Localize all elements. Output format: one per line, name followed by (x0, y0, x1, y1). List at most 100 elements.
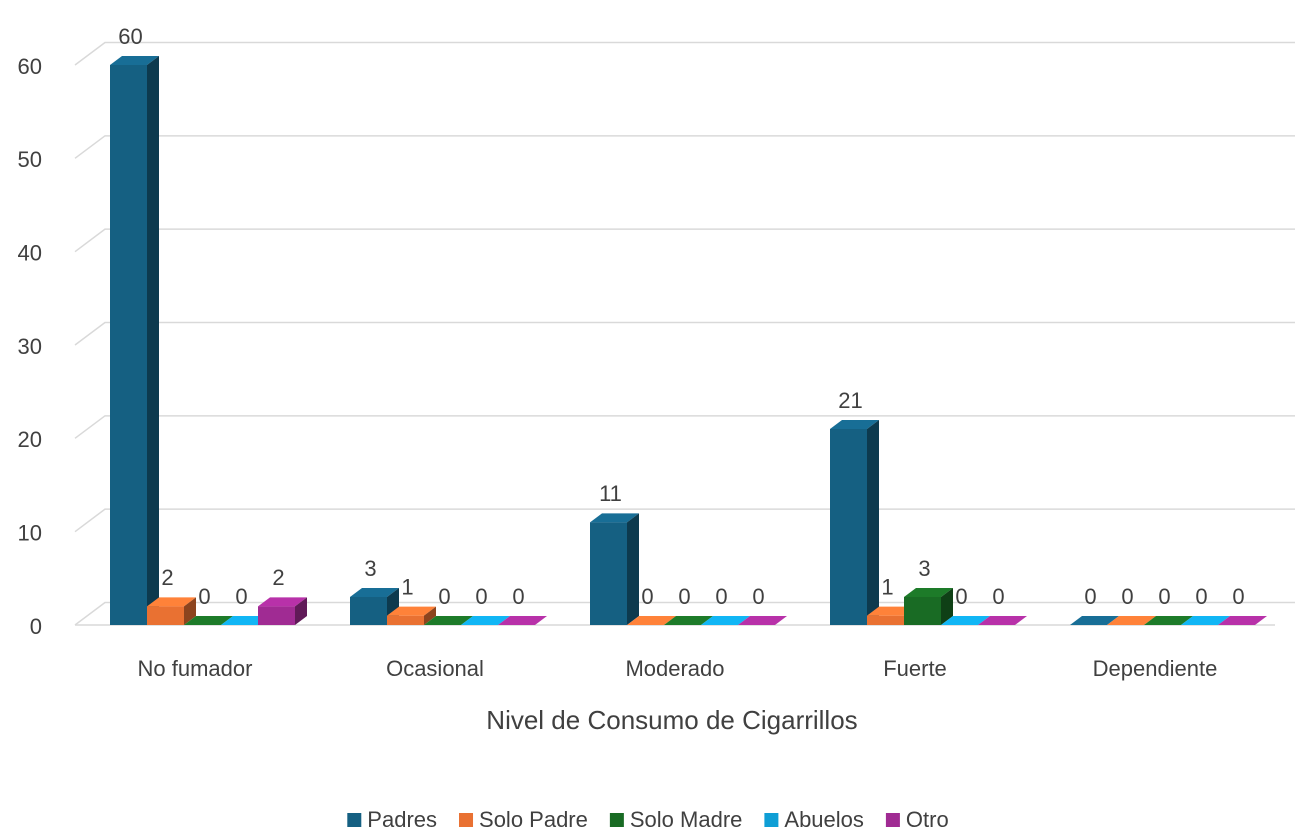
y-tick-label: 0 (30, 614, 42, 639)
bar-top (350, 588, 399, 597)
bar (941, 616, 990, 625)
bar-top (184, 616, 233, 625)
bar-top (1218, 616, 1267, 625)
x-tick-label: No fumador (138, 656, 253, 681)
data-label: 60 (118, 24, 142, 49)
bar-top (830, 420, 879, 429)
data-label: 0 (438, 584, 450, 609)
bar (978, 616, 1027, 625)
data-label: 0 (1158, 584, 1170, 609)
bar-top (978, 616, 1027, 625)
bar-top (147, 597, 196, 607)
bar-front (904, 597, 941, 625)
y-tick-label: 50 (18, 147, 42, 172)
bar-top (1181, 616, 1230, 625)
legend-label: Solo Padre (479, 807, 588, 832)
bar-side (941, 588, 953, 625)
bar-top (1070, 616, 1119, 625)
bar (461, 616, 510, 625)
bar (498, 616, 547, 625)
data-label: 0 (1121, 584, 1133, 609)
bar (1218, 616, 1267, 625)
bar-front (350, 597, 387, 625)
bar-front (147, 606, 184, 625)
grid-line (74, 41, 1295, 66)
y-tick-label: 20 (18, 427, 42, 452)
x-tick-label: Ocasional (386, 656, 484, 681)
data-label: 0 (955, 584, 967, 609)
bar-top (590, 513, 639, 523)
data-label: 0 (641, 584, 653, 609)
bar-top (904, 588, 953, 597)
bar-front (590, 522, 627, 625)
legend-swatch (764, 813, 779, 827)
data-label: 0 (752, 584, 764, 609)
bar-top (738, 616, 787, 625)
bar (701, 616, 750, 625)
bar-top (627, 616, 676, 625)
data-label: 0 (198, 584, 210, 609)
grid-line (74, 321, 1295, 346)
bar (147, 597, 196, 625)
bar-top (941, 616, 990, 625)
data-label: 11 (599, 481, 622, 506)
bar-front (110, 65, 147, 625)
data-label: 0 (512, 584, 524, 609)
bar-top (221, 616, 270, 625)
bar (424, 616, 473, 625)
data-label: 0 (1195, 584, 1207, 609)
bar-front (867, 615, 904, 625)
bar-front (830, 429, 867, 625)
bar (664, 616, 713, 625)
legend-swatch (609, 813, 624, 827)
bar-top (1107, 616, 1156, 625)
grid-line (74, 135, 1295, 159)
grid-line (74, 508, 1295, 533)
y-tick-label: 30 (18, 334, 42, 359)
bar (184, 616, 233, 625)
bar (387, 606, 436, 625)
data-label: 0 (715, 584, 727, 609)
bar-side (295, 597, 307, 625)
y-tick-label: 40 (18, 240, 42, 265)
y-tick-label: 10 (18, 520, 42, 545)
bar-side (424, 606, 436, 625)
x-tick-label: Dependiente (1093, 656, 1218, 681)
legend-swatch (459, 813, 474, 827)
data-label: 3 (364, 556, 376, 581)
legend-swatch (885, 813, 900, 827)
bar (350, 588, 399, 625)
legend-label: Otro (906, 807, 949, 832)
bar (904, 588, 953, 625)
x-axis-title: Nivel de Consumo de Cigarrillos (486, 705, 857, 735)
bar-top (498, 616, 547, 625)
bar-side (147, 56, 159, 625)
bar-side (867, 420, 879, 625)
data-label: 0 (1232, 584, 1244, 609)
data-label: 21 (838, 388, 862, 413)
data-label: 0 (1084, 584, 1096, 609)
legend-item: Padres (347, 807, 437, 832)
legend-item: Otro (885, 807, 949, 832)
bar-top (664, 616, 713, 625)
legend-item: Abuelos (764, 807, 864, 832)
bar-top (701, 616, 750, 625)
bar (627, 616, 676, 625)
bar-top (258, 597, 307, 607)
bar (830, 420, 879, 625)
data-label: 1 (401, 574, 413, 599)
data-label: 0 (475, 584, 487, 609)
data-label: 0 (992, 584, 1004, 609)
bar-side (184, 597, 196, 625)
bar-top (110, 56, 159, 65)
bar (258, 597, 307, 625)
bar (221, 616, 270, 625)
data-label: 0 (235, 584, 247, 609)
bar (1181, 616, 1230, 625)
bar-top (867, 606, 916, 616)
data-label: 2 (161, 565, 173, 590)
legend-swatch (347, 813, 362, 827)
bar-side (627, 513, 639, 625)
grid-line (74, 228, 1295, 253)
